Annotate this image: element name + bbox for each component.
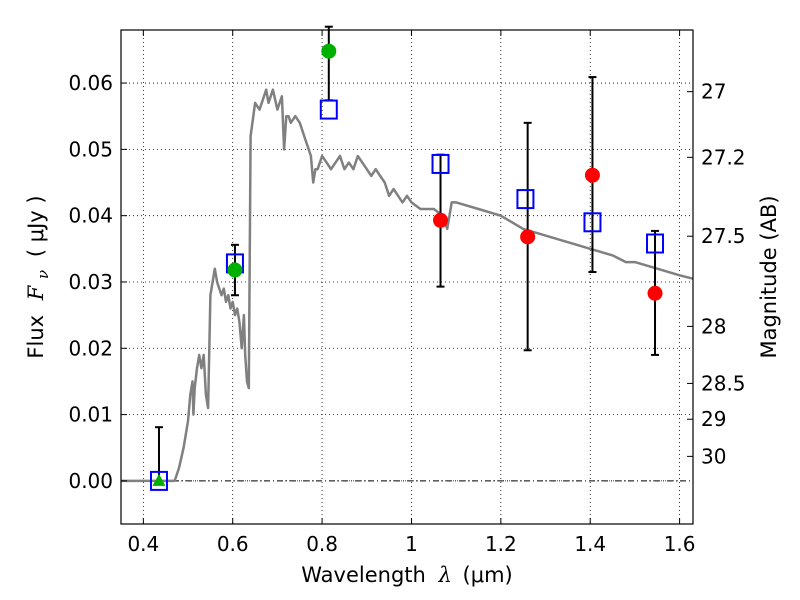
upper-limit-marker [152,473,166,486]
observed-flux-marker [584,167,600,183]
magnitude-tick-label: 28 [701,314,726,338]
observed-flux-marker [433,212,449,228]
magnitude-tick-label: 30 [701,444,726,468]
x-axis-label-symbol: λ [438,563,452,587]
y-axis-label-prefix: Flux [24,315,48,359]
x-tick-label: 1.6 [664,532,696,556]
y-axis: 0.00 0.01 0.02 0.03 0.04 0.05 0.06 [68,71,127,493]
model-photometry-marker [646,233,665,254]
plot-frame [120,29,694,525]
x-axis: 0.4 0.6 0.8 1 1.2 1.4 1.6 [127,30,696,556]
y-axis-label: Flux F ν ( μJy ) [24,195,53,358]
x-tick-label: 1.2 [485,532,517,556]
model-photometry-marker [149,470,168,491]
magnitude-tick-label: 27 [701,80,726,104]
model-photometry-marker [516,189,535,210]
magnitude-tick-label: 29 [701,407,726,431]
model-photometry-marker [319,99,338,120]
x-axis-label-unit: (μm) [463,563,513,587]
magnitude-tick-label: 27.5 [701,224,746,248]
y-tick-label: 0.06 [68,71,113,95]
model-spectrum-line [121,88,694,483]
marker-layer [149,43,665,491]
y-tick-label: 0.02 [68,336,113,360]
magnitude-axis: 27 27.2 27.5 28 28.5 29 30 [687,80,746,468]
observed-flux-marker [227,262,243,278]
x-tick-label: 1.4 [574,532,606,556]
x-tick-label: 1 [405,532,418,556]
y-tick-label: 0.01 [68,403,113,427]
x-tick-label: 0.8 [306,532,338,556]
y-axis-label-subscript: ν [34,270,52,279]
observed-flux-marker [321,43,337,59]
model-photometry-marker [583,212,602,233]
model-spectrum-layer [121,88,694,483]
x-axis-label: Wavelength λ (μm) [301,563,512,587]
magnitude-tick-label: 27.2 [701,145,746,169]
y-axis-label-symbol: F [24,284,48,301]
magnitude-tick-label: 28.5 [701,371,746,395]
y-tick-label: 0.00 [68,469,113,493]
y2-axis-label: Magnitude (AB) [757,195,781,358]
observed-flux-marker [520,229,536,245]
y-tick-label: 0.05 [68,137,113,161]
x-axis-label-prefix: Wavelength [301,563,426,587]
model-photometry-marker [431,153,450,174]
plot-background [121,30,693,524]
y-tick-label: 0.04 [68,204,113,228]
y-tick-label: 0.03 [68,270,113,294]
x-tick-label: 0.6 [217,532,249,556]
observed-flux-marker [647,285,663,301]
x-tick-label: 0.4 [127,532,159,556]
grid [121,30,693,524]
y-axis-label-unit: ( μJy ) [24,195,48,257]
